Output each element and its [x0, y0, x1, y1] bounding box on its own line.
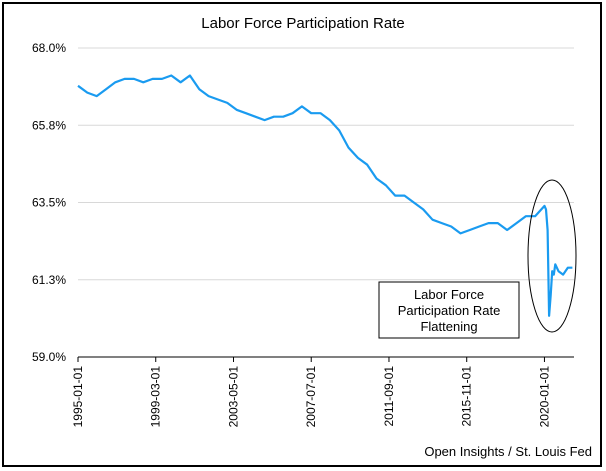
annotation-box — [378, 281, 520, 339]
annotation-line-1: Labor Force — [414, 287, 484, 302]
chart-title: Labor Force Participation Rate — [201, 15, 404, 32]
annotation-line-3: Flattening — [420, 319, 477, 334]
y-tick-label: 63.5% — [32, 196, 66, 210]
highlight-ellipse — [527, 179, 577, 333]
x-tick-label: 2011-09-01 — [382, 366, 396, 427]
gridlines — [78, 47, 574, 358]
source-label: Open Insights / St. Louis Fed — [424, 444, 592, 459]
y-tick-label: 61.3% — [32, 273, 66, 287]
x-tick-label: 1999-03-01 — [149, 366, 163, 428]
x-axis-ticks: 1995-01-01 1999-03-01 2003-05-01 2007-07-01… — [71, 357, 551, 427]
x-tick-label: 2020-01-01 — [537, 366, 551, 428]
x-tick-label: 2015-11-01 — [460, 366, 474, 427]
y-tick-label: 68.0% — [32, 41, 66, 55]
x-tick-label: 2003-05-01 — [226, 366, 240, 428]
series-line — [77, 74, 573, 317]
chart-frame — [2, 2, 602, 467]
x-tick-label: 2007-07-01 — [304, 366, 318, 428]
x-tick-label: 1995-01-01 — [71, 366, 85, 428]
y-tick-label: 65.8% — [32, 118, 66, 132]
y-tick-label: 59.0% — [32, 350, 66, 364]
annotation-line-2: Participation Rate — [398, 303, 501, 318]
y-axis-ticks: 68.0% 65.8% 63.5% 61.3% 59.0% — [32, 41, 66, 364]
